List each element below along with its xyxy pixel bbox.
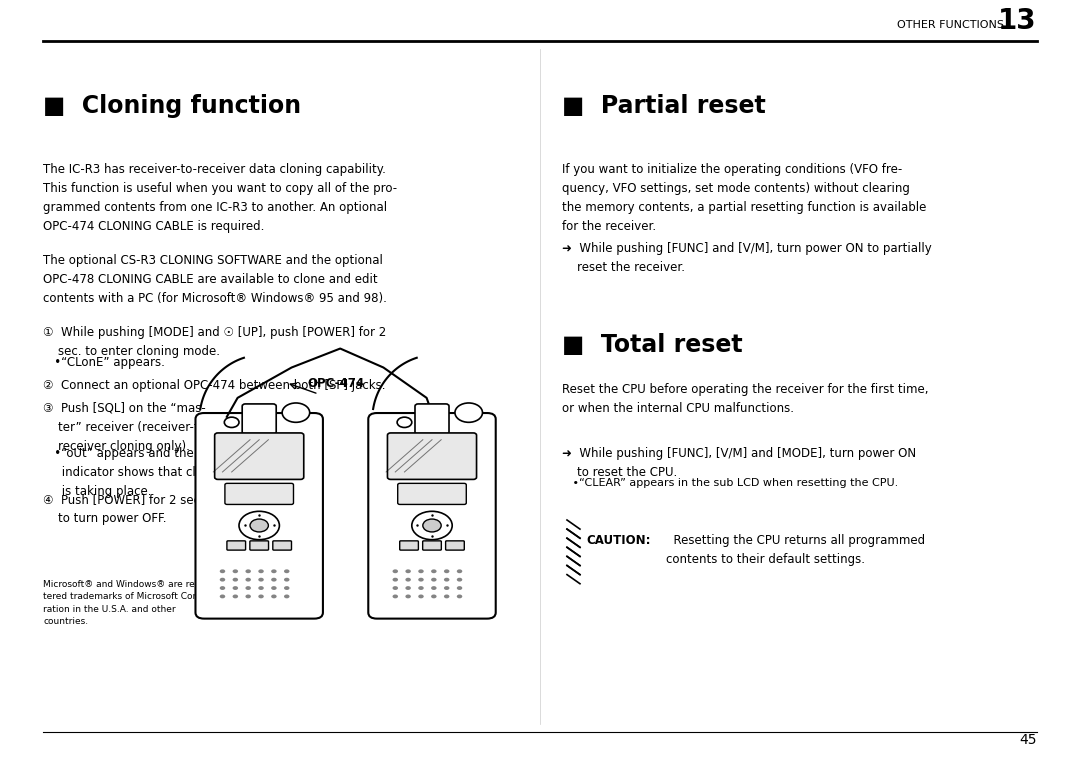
Text: Resetting the CPU returns all programmed
contents to their default settings.: Resetting the CPU returns all programmed… — [666, 534, 926, 566]
Circle shape — [418, 594, 423, 598]
Circle shape — [405, 586, 410, 590]
Circle shape — [258, 586, 264, 590]
Text: If you want to initialize the operating conditions (VFO fre-
quency, VFO setting: If you want to initialize the operating … — [562, 162, 926, 232]
Circle shape — [282, 403, 310, 422]
Text: ■  Total reset: ■ Total reset — [562, 333, 742, 357]
Circle shape — [219, 578, 226, 581]
Circle shape — [219, 569, 226, 573]
Circle shape — [239, 511, 280, 539]
Text: ➜  While pushing [FUNC] and [V/M], turn power ON to partially
    reset the rece: ➜ While pushing [FUNC] and [V/M], turn p… — [562, 242, 931, 274]
FancyBboxPatch shape — [400, 541, 418, 550]
Text: CAUTION:: CAUTION: — [586, 534, 651, 547]
Circle shape — [418, 569, 423, 573]
Circle shape — [431, 586, 436, 590]
FancyBboxPatch shape — [215, 433, 303, 479]
FancyBboxPatch shape — [195, 413, 323, 619]
Text: •“CLonE” appears.: •“CLonE” appears. — [43, 356, 165, 369]
Circle shape — [284, 594, 289, 598]
Circle shape — [392, 594, 399, 598]
Circle shape — [245, 569, 251, 573]
Circle shape — [245, 586, 251, 590]
Circle shape — [219, 586, 226, 590]
FancyBboxPatch shape — [227, 541, 245, 550]
FancyBboxPatch shape — [225, 483, 294, 504]
FancyBboxPatch shape — [388, 433, 476, 479]
Circle shape — [418, 578, 423, 581]
Text: 13: 13 — [998, 7, 1037, 35]
Circle shape — [418, 586, 423, 590]
FancyBboxPatch shape — [249, 541, 269, 550]
Circle shape — [423, 519, 442, 532]
Circle shape — [457, 569, 462, 573]
Text: •“CLEAR” appears in the sub LCD when resetting the CPU.: •“CLEAR” appears in the sub LCD when res… — [562, 478, 897, 488]
Text: ④  Push [POWER] for 2 sec.
    to turn power OFF.: ④ Push [POWER] for 2 sec. to turn power … — [43, 493, 204, 525]
Circle shape — [271, 586, 276, 590]
Text: ③  Push [SQL] on the “mas-
    ter” receiver (receiver-to-
    receiver cloning : ③ Push [SQL] on the “mas- ter” receiver … — [43, 402, 211, 453]
FancyBboxPatch shape — [242, 404, 276, 434]
Circle shape — [455, 403, 483, 422]
Text: OTHER FUNCTIONS: OTHER FUNCTIONS — [897, 20, 1004, 30]
FancyBboxPatch shape — [422, 541, 442, 550]
Circle shape — [258, 578, 264, 581]
Circle shape — [405, 569, 410, 573]
Circle shape — [405, 594, 410, 598]
Circle shape — [411, 511, 453, 539]
Circle shape — [444, 586, 449, 590]
Circle shape — [219, 594, 226, 598]
Text: The IC-R3 has receiver-to-receiver data cloning capability.
This function is use: The IC-R3 has receiver-to-receiver data … — [43, 162, 397, 232]
FancyBboxPatch shape — [397, 483, 467, 504]
FancyBboxPatch shape — [446, 541, 464, 550]
Text: Microsoft® and Windows® are regis-
tered trademarks of Microsoft Corpo-
ration i: Microsoft® and Windows® are regis- tered… — [43, 580, 212, 626]
Circle shape — [397, 417, 411, 427]
FancyBboxPatch shape — [273, 541, 292, 550]
Circle shape — [284, 578, 289, 581]
Circle shape — [457, 578, 462, 581]
Text: The optional CS-R3 CLONING SOFTWARE and the optional
OPC-478 CLONING CABLE are a: The optional CS-R3 CLONING SOFTWARE and … — [43, 254, 387, 305]
Text: OPC-474: OPC-474 — [308, 377, 365, 390]
Circle shape — [444, 569, 449, 573]
Text: ①  While pushing [MODE] and ☉ [UP], push [POWER] for 2
    sec. to enter cloning: ① While pushing [MODE] and ☉ [UP], push … — [43, 326, 387, 358]
Circle shape — [444, 594, 449, 598]
Circle shape — [271, 569, 276, 573]
Circle shape — [392, 569, 399, 573]
Circle shape — [457, 594, 462, 598]
Text: 45: 45 — [1020, 733, 1037, 747]
Circle shape — [232, 586, 238, 590]
Circle shape — [225, 417, 239, 427]
Circle shape — [284, 569, 289, 573]
Text: •“oUt” appears and the signal
     indicator shows that cloning
     is taking p: •“oUt” appears and the signal indicator … — [43, 447, 233, 498]
Circle shape — [284, 586, 289, 590]
Circle shape — [258, 569, 264, 573]
Text: ■  Cloning function: ■ Cloning function — [43, 94, 301, 118]
Circle shape — [249, 519, 268, 532]
Circle shape — [392, 578, 399, 581]
Circle shape — [457, 586, 462, 590]
Circle shape — [392, 586, 399, 590]
Circle shape — [258, 594, 264, 598]
Circle shape — [444, 578, 449, 581]
Circle shape — [232, 578, 238, 581]
Circle shape — [431, 569, 436, 573]
Text: ■  Partial reset: ■ Partial reset — [562, 94, 766, 118]
Circle shape — [245, 594, 251, 598]
Text: ②  Connect an optional OPC-474 between both [SP] jacks.: ② Connect an optional OPC-474 between bo… — [43, 379, 386, 392]
Circle shape — [271, 578, 276, 581]
Circle shape — [405, 578, 410, 581]
Circle shape — [431, 594, 436, 598]
Text: ➜  While pushing [FUNC], [V/M] and [MODE], turn power ON
    to reset the CPU.: ➜ While pushing [FUNC], [V/M] and [MODE]… — [562, 447, 916, 479]
FancyBboxPatch shape — [415, 404, 449, 434]
Circle shape — [271, 594, 276, 598]
Circle shape — [232, 594, 238, 598]
Circle shape — [431, 578, 436, 581]
Circle shape — [245, 578, 251, 581]
FancyBboxPatch shape — [368, 413, 496, 619]
Text: Reset the CPU before operating the receiver for the first time,
or when the inte: Reset the CPU before operating the recei… — [562, 383, 928, 415]
Circle shape — [232, 569, 238, 573]
